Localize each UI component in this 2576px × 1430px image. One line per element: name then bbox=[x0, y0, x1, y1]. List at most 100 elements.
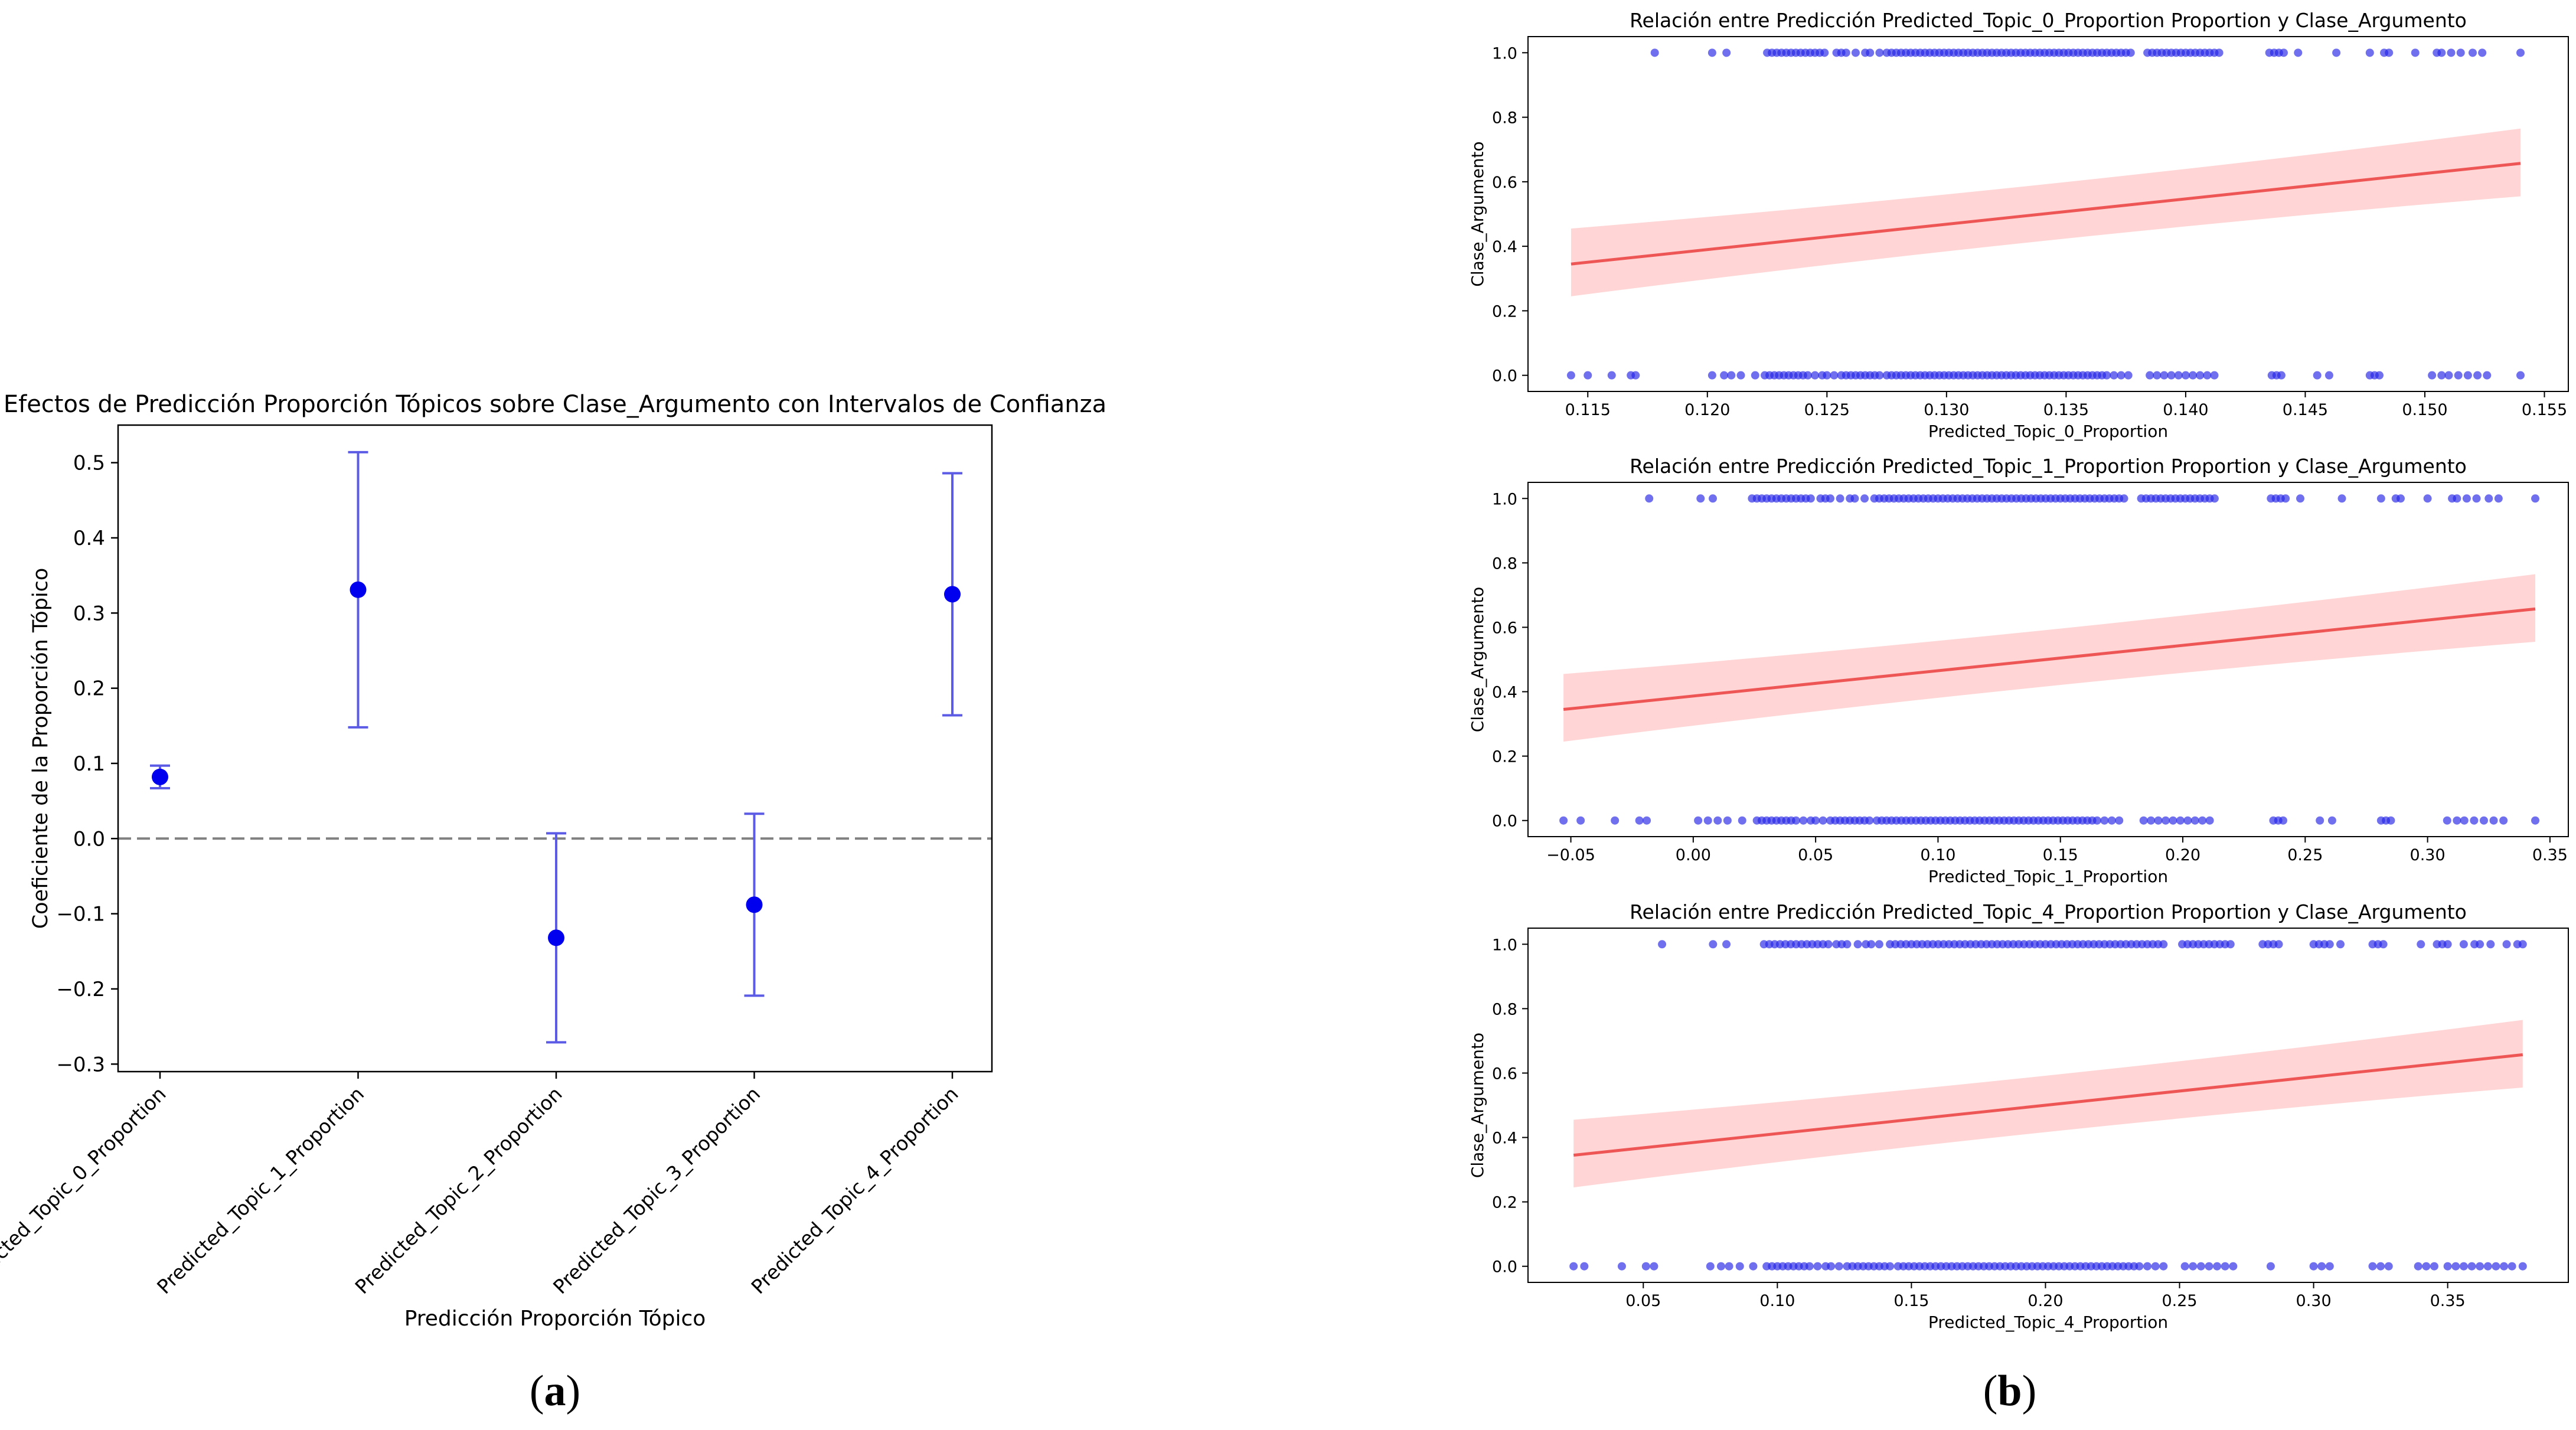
data-point bbox=[2508, 1262, 2516, 1271]
data-point bbox=[2332, 48, 2341, 57]
data-point bbox=[2190, 816, 2199, 825]
data-point bbox=[1707, 371, 1716, 380]
data-point bbox=[2531, 494, 2540, 503]
data-point bbox=[1576, 816, 1585, 825]
x-tick-label: 0.130 bbox=[1924, 401, 1969, 419]
data-point bbox=[2459, 1262, 2468, 1271]
data-point bbox=[1607, 371, 1616, 380]
data-point bbox=[1641, 1262, 1650, 1271]
x-tick-label: 0.20 bbox=[2028, 1292, 2063, 1310]
data-point bbox=[1645, 494, 1654, 503]
data-point bbox=[2181, 371, 2190, 380]
chart-title: Efectos de Predicción Proporción Tópicos… bbox=[4, 391, 1106, 418]
y-tick-label: −0.1 bbox=[56, 903, 105, 926]
data-point bbox=[2229, 1262, 2238, 1271]
data-point bbox=[1791, 816, 1800, 825]
data-point bbox=[1867, 940, 1876, 949]
data-point bbox=[2153, 371, 2162, 380]
data-point bbox=[2221, 1262, 2229, 1271]
data-point bbox=[1713, 816, 1722, 825]
data-point bbox=[2205, 816, 2214, 825]
coefficient-point bbox=[746, 896, 763, 913]
data-point bbox=[1818, 816, 1827, 825]
data-point bbox=[2210, 494, 2219, 503]
data-point bbox=[2176, 816, 2185, 825]
regression-line bbox=[1563, 607, 2536, 711]
chart-title: Relación entre Predicción Predicted_Topi… bbox=[1630, 455, 2467, 478]
data-point bbox=[2443, 940, 2452, 949]
data-point bbox=[2183, 816, 2192, 825]
data-point bbox=[2365, 48, 2374, 57]
data-point bbox=[2274, 940, 2283, 949]
data-point bbox=[2266, 1262, 2275, 1271]
data-point bbox=[1709, 494, 1718, 503]
data-point bbox=[2309, 1262, 2318, 1271]
data-point bbox=[1886, 1262, 1895, 1271]
data-point bbox=[2205, 1262, 2213, 1271]
data-point bbox=[2479, 816, 2488, 825]
y-tick-label: 0.0 bbox=[73, 827, 105, 851]
x-tick-label: 0.25 bbox=[2162, 1292, 2197, 1310]
plot-frame bbox=[1527, 482, 2569, 837]
x-tick-label: 0.35 bbox=[2532, 846, 2568, 864]
x-tick-label: 0.35 bbox=[2430, 1292, 2466, 1310]
data-point bbox=[2110, 371, 2118, 380]
y-tick-label: 0.8 bbox=[1492, 554, 1517, 573]
data-point bbox=[2459, 940, 2468, 949]
data-point bbox=[1805, 1262, 1814, 1271]
data-point bbox=[2422, 1262, 2431, 1271]
data-point bbox=[2317, 1262, 2326, 1271]
data-point bbox=[1824, 940, 1833, 949]
panel-label-a: (a) bbox=[530, 1367, 580, 1415]
data-point bbox=[2226, 940, 2235, 949]
data-point bbox=[1736, 371, 1745, 380]
data-point bbox=[1843, 940, 1852, 949]
data-point bbox=[2281, 494, 2290, 503]
data-point bbox=[2470, 816, 2479, 825]
data-point bbox=[2483, 1262, 2492, 1271]
data-point bbox=[2102, 371, 2111, 380]
data-point bbox=[2139, 816, 2148, 825]
data-point bbox=[2476, 940, 2484, 949]
data-point bbox=[1706, 1262, 1715, 1271]
y-tick-label: 1.0 bbox=[1492, 44, 1517, 63]
data-point bbox=[2115, 816, 2124, 825]
data-point bbox=[1735, 1262, 1744, 1271]
data-point bbox=[2135, 1262, 2144, 1271]
coefficient-point bbox=[944, 586, 961, 603]
data-point bbox=[2518, 940, 2527, 949]
data-point bbox=[1850, 494, 1859, 503]
y-tick-label: 0.2 bbox=[1492, 302, 1517, 321]
x-axis-label: Predicted_Topic_0_Proportion bbox=[1928, 422, 2168, 441]
regression-line bbox=[1571, 162, 2521, 266]
data-point bbox=[2279, 48, 2288, 57]
data-point bbox=[1866, 48, 1875, 57]
plot-frame bbox=[1527, 36, 2569, 392]
data-point bbox=[2180, 1262, 2189, 1271]
data-point bbox=[2451, 1262, 2460, 1271]
data-point bbox=[1725, 1262, 1733, 1271]
data-point bbox=[2386, 816, 2395, 825]
x-tick-label: 0.25 bbox=[2287, 846, 2323, 864]
data-point bbox=[2169, 816, 2177, 825]
data-point bbox=[2379, 940, 2388, 949]
coefficient-point bbox=[152, 768, 168, 785]
data-point bbox=[2430, 1262, 2438, 1271]
data-point bbox=[2443, 816, 2451, 825]
data-point bbox=[1830, 371, 1839, 380]
data-point bbox=[2159, 940, 2168, 949]
data-point bbox=[2454, 371, 2463, 380]
data-point bbox=[2279, 816, 2288, 825]
data-point bbox=[1635, 816, 1644, 825]
data-point bbox=[2203, 371, 2212, 380]
data-point bbox=[1617, 1262, 1626, 1271]
y-tick-label: −0.3 bbox=[56, 1053, 105, 1076]
regplot-topic-4: Relación entre Predicción Predicted_Topi… bbox=[1468, 900, 2569, 1332]
data-point bbox=[2500, 1262, 2509, 1271]
data-point bbox=[1875, 48, 1884, 57]
x-tick-label: 0.00 bbox=[1676, 846, 1711, 864]
data-point bbox=[2117, 371, 2126, 380]
data-point bbox=[2444, 371, 2453, 380]
data-point bbox=[1611, 816, 1620, 825]
data-point bbox=[2189, 1262, 2198, 1271]
